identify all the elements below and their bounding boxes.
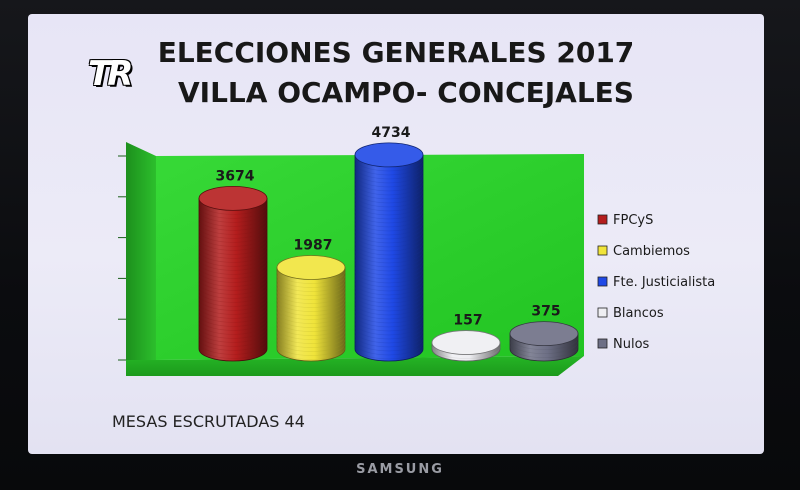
legend-swatch xyxy=(597,307,608,318)
logo-text: TR xyxy=(88,54,133,94)
legend-label: Fte. Justicialista xyxy=(613,275,715,290)
data-label: 375 xyxy=(531,304,560,320)
tv-brand-label: SAMSUNG xyxy=(356,462,444,477)
legend-label: Nulos xyxy=(613,337,650,352)
mesas-escrutadas-text: MESAS ESCRUTADAS 44 xyxy=(112,412,305,431)
tr-logo: TR xyxy=(88,54,158,94)
legend-swatch xyxy=(597,245,608,256)
data-label: 4734 xyxy=(372,125,411,141)
chart-subtitle: VILLA OCAMPO- CONCEJALES xyxy=(178,76,634,109)
bar-series: 3674 1987 4734 157 375 xyxy=(198,125,579,362)
data-label: 157 xyxy=(453,313,482,329)
bar-blancos: 157 xyxy=(431,313,501,362)
legend-label: Cambiemos xyxy=(613,244,690,259)
legend-label: Blancos xyxy=(613,306,664,321)
bar-cambiemos: 1987 xyxy=(276,238,346,362)
legend-label: FPCyS xyxy=(613,213,653,228)
bar-fpcys: 3674 xyxy=(198,168,268,362)
legend-item-blancos: Blancos xyxy=(597,306,664,321)
legend-item-fpcys: FPCyS xyxy=(597,213,653,228)
legend-swatch xyxy=(597,214,608,225)
bar-nulos: 375 xyxy=(509,304,579,362)
tv-screen: ELECCIONES GENERALES 2017 VILLA OCAMPO- … xyxy=(28,14,764,454)
data-label: 3674 xyxy=(216,168,255,184)
chart-title: ELECCIONES GENERALES 2017 xyxy=(158,36,635,69)
legend: FPCyS Cambiemos Fte. Justicialista Blancos N… xyxy=(597,213,715,352)
chart-side-wall xyxy=(126,142,156,360)
legend-item-nulos: Nulos xyxy=(597,337,650,352)
legend-item-fte-justicialista: Fte. Justicialista xyxy=(597,275,715,290)
bar-chart: ELECCIONES GENERALES 2017 VILLA OCAMPO- … xyxy=(118,36,715,376)
legend-swatch xyxy=(597,276,608,287)
bar-fte-justicialista: 4734 xyxy=(354,125,424,362)
legend-item-cambiemos: Cambiemos xyxy=(597,244,690,259)
legend-swatch xyxy=(597,338,608,349)
data-label: 1987 xyxy=(294,238,333,254)
